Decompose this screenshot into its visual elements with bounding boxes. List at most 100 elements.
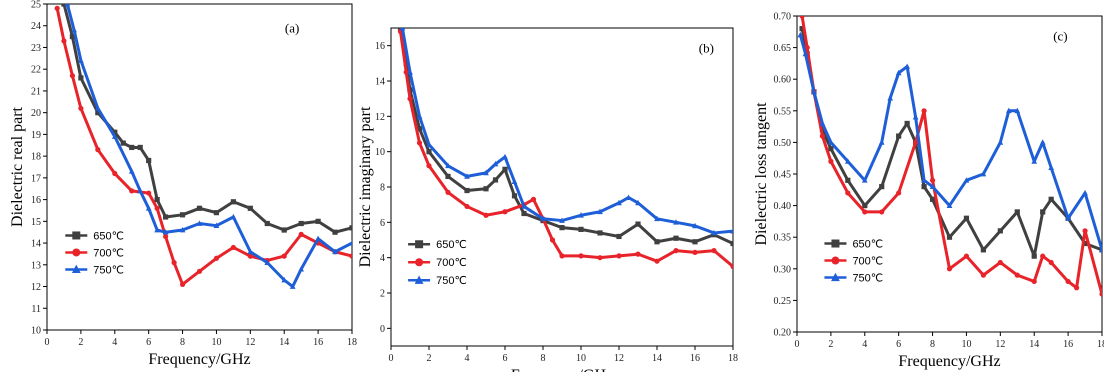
chart-b-data-point bbox=[616, 234, 621, 239]
chart-a-data-point bbox=[282, 254, 287, 259]
chart-c-x-tick-label: 2 bbox=[828, 339, 833, 350]
chart-b-x-axis-title: Frequency/GHz bbox=[511, 367, 613, 372]
chart-b-data-point bbox=[512, 193, 517, 198]
chart-c-series-2 bbox=[798, 32, 1104, 252]
chart-c-data-point bbox=[896, 133, 901, 138]
chart-b-y-tick-label: 12 bbox=[375, 112, 385, 123]
chart-a-data-point bbox=[214, 256, 219, 261]
chart-b-series-line bbox=[402, 28, 733, 233]
chart-c-x-tick-label: 14 bbox=[1029, 339, 1039, 350]
chart-b-data-point bbox=[502, 154, 508, 159]
chart-c-y-tick-label: 0.20 bbox=[774, 328, 792, 339]
chart-c-data-point bbox=[998, 260, 1003, 265]
chart-a-data-point bbox=[180, 282, 185, 287]
chart-a-data-point bbox=[138, 145, 143, 150]
chart-c-x-tick-label: 8 bbox=[930, 339, 935, 350]
chart-b-data-point bbox=[445, 174, 450, 179]
chart-c-series-line bbox=[800, 35, 1102, 250]
chart-c-y-tick-label: 0.60 bbox=[774, 75, 792, 86]
chart-b-legend-marker bbox=[415, 240, 423, 248]
chart-a-data-point bbox=[231, 245, 236, 250]
chart-c-data-point bbox=[828, 159, 833, 164]
chart-b-x-tick-label: 10 bbox=[576, 353, 586, 364]
chart-c-legend-marker bbox=[831, 257, 839, 265]
chart-panel-c: 0246810121416180.200.250.300.350.400.450… bbox=[740, 0, 1104, 372]
chart-a-series-2 bbox=[64, 1, 354, 289]
chart-b-data-point bbox=[531, 197, 536, 202]
chart-a-y-tick-label: 16 bbox=[31, 195, 41, 206]
chart-a-data-point bbox=[78, 106, 83, 111]
chart-c-series-0 bbox=[799, 26, 1104, 259]
chart-a-y-tick-label: 14 bbox=[31, 239, 41, 250]
chart-a-x-tick-label: 14 bbox=[279, 337, 289, 348]
chart-a-data-point bbox=[214, 210, 219, 215]
chart-a-panel-label: (a) bbox=[285, 20, 299, 35]
chart-c-series-line bbox=[802, 16, 1102, 294]
chart-b-series-0 bbox=[398, 25, 736, 246]
chart-c-data-point bbox=[930, 178, 935, 183]
chart-c-series-line bbox=[802, 29, 1102, 257]
chart-a-series-line bbox=[64, 4, 352, 232]
chart-c-legend-label: 700℃ bbox=[852, 256, 883, 268]
chart-c-data-point bbox=[879, 209, 884, 214]
chart-b-data-point bbox=[426, 149, 431, 154]
chart-c-data-point bbox=[845, 190, 850, 195]
chart-b-svg: 0 2 4 6 8 10 12 14 16 18 0 2 4 6 8 10 12 14 16 Frequency/GH… bbox=[372, 0, 738, 372]
chart-c-legend: 650℃700℃750℃ bbox=[824, 239, 883, 285]
chart-a-data-point bbox=[299, 232, 304, 237]
chart-panel-a: 0 2 4 6 8 10 12 14 16 18 10 11 12 13 14 15 16 17 18 19 20 21 2… bbox=[0, 0, 360, 372]
chart-c-legend-marker bbox=[831, 240, 839, 248]
chart-c-panel-label: (c) bbox=[1053, 29, 1067, 44]
chart-a-data-point bbox=[265, 221, 270, 226]
chart-c-x-tick-label: 4 bbox=[862, 339, 867, 350]
chart-c-x-tick-label: 6 bbox=[896, 339, 901, 350]
chart-b-data-point bbox=[597, 230, 602, 235]
chart-b-legend-marker bbox=[415, 258, 423, 266]
chart-b-data-point bbox=[578, 253, 583, 258]
chart-b-data-point bbox=[502, 209, 507, 214]
chart-a-y-tick-label: 21 bbox=[31, 86, 41, 97]
chart-b-data-point bbox=[692, 250, 697, 255]
chart-b-data-point bbox=[464, 188, 469, 193]
chart-c-data-point bbox=[1032, 254, 1037, 259]
chart-b-data-point bbox=[483, 186, 488, 191]
chart-c-data-point bbox=[845, 178, 850, 183]
chart-c-data-point bbox=[904, 63, 910, 68]
chart-a-plot-frame bbox=[47, 4, 352, 330]
chart-c-data-point bbox=[1049, 260, 1054, 265]
chart-c-y-tick-label: 0.55 bbox=[774, 106, 792, 117]
chart-a-series-line bbox=[57, 8, 352, 284]
chart-c-data-point bbox=[1040, 209, 1045, 214]
chart-a-data-point bbox=[332, 230, 337, 235]
chart-b-data-point bbox=[673, 236, 678, 241]
chart-b-x-tick-label: 2 bbox=[427, 353, 432, 364]
chart-c-y-axis-title: Dielectric loss tangent bbox=[753, 102, 770, 246]
chart-a-svg: 0 2 4 6 8 10 12 14 16 181011121314151617181920212… bbox=[0, 0, 360, 372]
chart-a-y-tick-label: 25 bbox=[31, 0, 41, 11]
chart-a-x-axis-title: Frequency/GHz bbox=[148, 351, 250, 368]
chart-c-y-tick-label: 0.45 bbox=[774, 170, 792, 181]
chart-c-data-point bbox=[879, 139, 885, 144]
chart-b-series-line bbox=[401, 28, 734, 244]
chart-b-plot-frame bbox=[391, 28, 733, 346]
chart-a-x-tick-label: 16 bbox=[313, 337, 323, 348]
chart-c-svg: 0246810121416180.200.250.300.350.400.450… bbox=[740, 0, 1104, 372]
chart-b-data-point bbox=[521, 211, 526, 216]
chart-c-data-point bbox=[947, 235, 952, 240]
chart-c-legend-label: 750℃ bbox=[852, 273, 883, 285]
chart-c-data-point bbox=[862, 203, 867, 208]
chart-b-x-tick-label: 0 bbox=[389, 353, 394, 364]
chart-a-data-point bbox=[112, 171, 117, 176]
chart-c-x-tick-label: 0 bbox=[795, 339, 800, 350]
chart-b-y-tick-label: 16 bbox=[375, 41, 385, 52]
chart-c-data-point bbox=[1082, 190, 1088, 195]
chart-a-data-point bbox=[316, 219, 321, 224]
chart-b-x-tick-label: 6 bbox=[503, 353, 508, 364]
chart-a-data-point bbox=[163, 234, 168, 239]
chart-b-y-axis-title: Dielectric imaginary part bbox=[357, 106, 374, 267]
chart-a-x-tick-label: 0 bbox=[45, 337, 50, 348]
chart-a-data-point bbox=[146, 190, 151, 195]
chart-b-x-tick-label: 16 bbox=[690, 353, 700, 364]
chart-a-x-tick-label: 2 bbox=[78, 337, 83, 348]
chart-a-data-point bbox=[171, 260, 176, 265]
